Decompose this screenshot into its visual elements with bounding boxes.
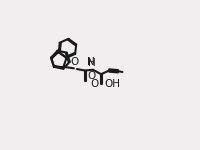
- Text: N: N: [87, 57, 94, 67]
- Text: OH: OH: [104, 79, 120, 89]
- Text: O: O: [91, 79, 99, 89]
- Text: H: H: [88, 58, 96, 68]
- Text: O: O: [88, 71, 96, 81]
- Text: O: O: [70, 57, 79, 67]
